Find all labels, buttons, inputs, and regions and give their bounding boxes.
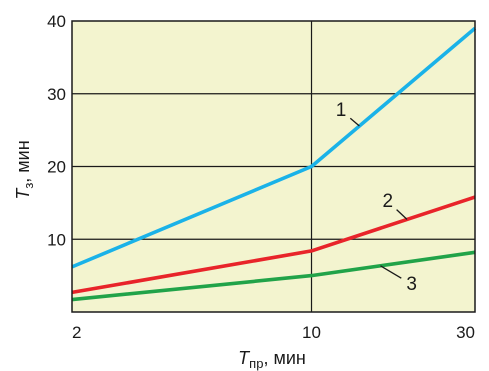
x-axis-title-unit: , мин xyxy=(263,348,305,368)
y-axis-title-symbol: T xyxy=(13,187,33,200)
y-tick-label-20: 20 xyxy=(47,158,66,177)
leader-line-3 xyxy=(380,265,402,279)
y-axis-title: Tз, мин xyxy=(13,140,36,199)
x-tick-label-10: 10 xyxy=(302,323,321,342)
series-line-2 xyxy=(71,195,476,295)
data-lines xyxy=(71,26,477,302)
x-axis-title: Tпр, мин xyxy=(238,348,306,371)
tick-labels: 2 10 30 10 20 30 40 xyxy=(47,12,475,342)
y-tick-label-10: 10 xyxy=(47,230,66,249)
y-axis-title-subscript: з xyxy=(21,183,36,189)
curve-annotations: 1 2 3 xyxy=(336,100,417,295)
x-tick-label-2: 2 xyxy=(72,323,81,342)
curve-label-1: 1 xyxy=(336,100,347,121)
plot-frame xyxy=(71,20,476,313)
x-tick-label-30: 30 xyxy=(456,323,475,342)
y-axis-title-unit: , мин xyxy=(13,140,33,182)
leader-line-2 xyxy=(396,209,408,220)
curve-label-2: 2 xyxy=(383,191,394,212)
series-line-1 xyxy=(71,26,477,269)
leader-line-1 xyxy=(349,117,360,127)
curve-label-3: 3 xyxy=(406,274,417,295)
x-axis-title-subscript: пр xyxy=(249,356,263,371)
x-axis-title-symbol: T xyxy=(238,348,251,368)
y-tick-label-40: 40 xyxy=(47,12,66,31)
series-line-3 xyxy=(71,250,476,302)
y-tick-label-30: 30 xyxy=(47,85,66,104)
